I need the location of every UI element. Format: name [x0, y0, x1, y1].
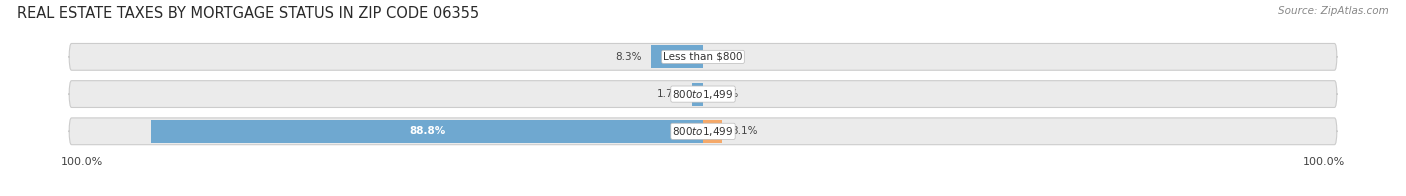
Text: Source: ZipAtlas.com: Source: ZipAtlas.com: [1278, 6, 1389, 16]
Text: REAL ESTATE TAXES BY MORTGAGE STATUS IN ZIP CODE 06355: REAL ESTATE TAXES BY MORTGAGE STATUS IN …: [17, 6, 479, 21]
Text: 1.7%: 1.7%: [657, 89, 683, 99]
Text: Less than $800: Less than $800: [664, 52, 742, 62]
FancyBboxPatch shape: [69, 44, 1337, 70]
Text: $800 to $1,499: $800 to $1,499: [672, 88, 734, 101]
Bar: [152, 120, 703, 143]
Text: 3.1%: 3.1%: [731, 126, 758, 136]
Bar: [703, 120, 723, 143]
Bar: [692, 83, 703, 106]
Text: 0.0%: 0.0%: [713, 89, 738, 99]
Text: 0.0%: 0.0%: [713, 52, 738, 62]
Text: 88.8%: 88.8%: [409, 126, 446, 136]
Text: 8.3%: 8.3%: [616, 52, 643, 62]
FancyBboxPatch shape: [69, 81, 1337, 107]
FancyBboxPatch shape: [69, 118, 1337, 145]
Text: $800 to $1,499: $800 to $1,499: [672, 125, 734, 138]
Bar: [651, 45, 703, 68]
